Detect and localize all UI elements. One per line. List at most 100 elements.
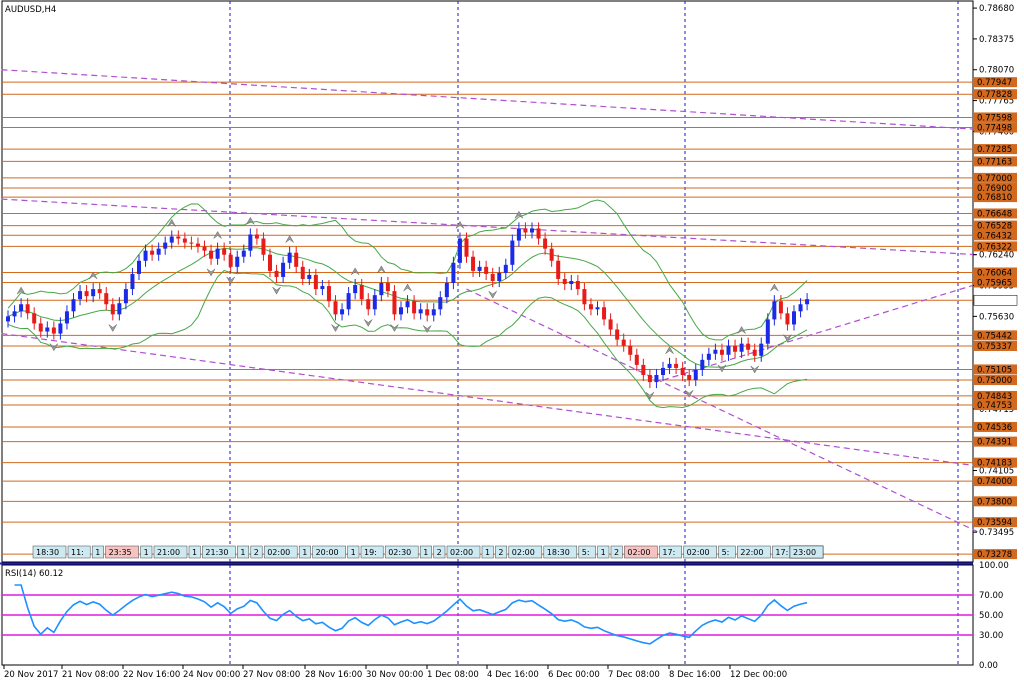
candle-body xyxy=(634,354,639,365)
trend-lines xyxy=(1,69,978,533)
time-tag xyxy=(237,545,250,559)
candle-body xyxy=(45,327,50,332)
candle-body xyxy=(549,248,554,261)
time-tick-label: 24 Nov 00:00 xyxy=(183,670,240,680)
level-price-label: 0.76648 xyxy=(977,209,1012,219)
candle-body xyxy=(320,286,325,290)
time-tag xyxy=(597,545,610,559)
candle-body xyxy=(608,319,613,330)
candle-body xyxy=(222,248,227,255)
level-price-label: 0.77828 xyxy=(977,90,1012,100)
fractal-up-icon xyxy=(665,346,674,354)
level-price-label: 0.75105 xyxy=(977,365,1012,375)
level-price-label: 0.76528 xyxy=(977,222,1012,232)
candle-body xyxy=(326,286,331,302)
candle-body xyxy=(425,309,430,316)
candle-body xyxy=(163,242,168,249)
level-price-label: 0.77163 xyxy=(977,157,1012,167)
time-tag-label: 23:00 xyxy=(793,548,816,557)
candle-body xyxy=(137,260,141,274)
price-tick-label: 0.77765 xyxy=(979,97,1014,107)
level-price-box xyxy=(974,77,1017,88)
candle-body xyxy=(772,301,777,320)
time-tag xyxy=(263,545,298,559)
level-price-box xyxy=(974,144,1017,155)
candle-body xyxy=(765,319,770,344)
candle-body xyxy=(569,280,574,285)
candle-body xyxy=(313,274,318,290)
main-frame xyxy=(1,0,974,563)
candle-body xyxy=(536,228,541,239)
candle-body xyxy=(195,243,200,247)
level-price-label: 0.76432 xyxy=(977,231,1012,241)
candle-body xyxy=(359,285,364,300)
candle-body xyxy=(182,238,187,243)
candle-body xyxy=(104,293,109,305)
time-tag-label: 17: xyxy=(775,548,788,557)
candle-body xyxy=(84,291,89,297)
rsi-tick-label: 50.00 xyxy=(979,611,1003,621)
level-price-label: 0.77498 xyxy=(977,124,1012,134)
candle-body xyxy=(176,236,181,239)
fractal-down-icon xyxy=(750,365,759,374)
time-tag xyxy=(683,545,717,559)
time-tag xyxy=(495,545,508,559)
trend-line xyxy=(662,283,978,381)
time-tag-label: 1 xyxy=(192,548,197,557)
time-tag-label: 21:00 xyxy=(157,548,180,557)
time-tick-label: 1 Dec 08:00 xyxy=(427,670,479,680)
time-tag xyxy=(32,545,67,559)
fractal-down-icon xyxy=(488,290,497,299)
level-price-label: 0.75965 xyxy=(977,279,1012,289)
fractal-up-icon xyxy=(455,220,465,229)
fractal-up-icon xyxy=(246,216,255,225)
rsi-panel: 100.00 70.00 50.00 30.00 0.00 xyxy=(1,561,1009,671)
candle-body xyxy=(778,301,783,314)
candle-body xyxy=(307,274,312,279)
level-price-label: 0.74183 xyxy=(977,459,1012,469)
time-tag xyxy=(508,545,543,559)
level-price-box xyxy=(974,156,1017,167)
level-price-box xyxy=(974,364,1017,375)
level-price-box xyxy=(974,549,1017,560)
fractal-down-icon xyxy=(206,268,216,277)
candle-body xyxy=(785,313,790,325)
level-price-box xyxy=(974,122,1017,133)
candle-body xyxy=(274,270,279,277)
fractal-up-icon xyxy=(350,267,360,276)
fractal-up-icon xyxy=(213,230,222,239)
candle-body xyxy=(169,236,174,243)
level-price-box xyxy=(974,220,1017,231)
time-tag xyxy=(624,545,658,559)
time-tag-label: 1 xyxy=(351,548,356,557)
level-price-label: 0.75337 xyxy=(977,342,1012,352)
candle-body xyxy=(641,364,646,375)
level-price-label: 0.74843 xyxy=(977,392,1012,402)
candle-body xyxy=(130,273,135,290)
candle-body xyxy=(680,367,685,375)
candle-body xyxy=(399,307,403,315)
time-tag-label: 18:30 xyxy=(36,548,59,557)
candle-body xyxy=(523,228,528,233)
fractal-up-icon xyxy=(16,286,26,295)
price-axis: 0.786800.783750.780700.777650.774600.762… xyxy=(973,4,1018,560)
candle-body xyxy=(759,343,764,356)
candle-body xyxy=(366,299,371,310)
candle-body xyxy=(300,266,305,279)
candle-body xyxy=(418,309,423,314)
level-price-label: 0.73594 xyxy=(977,518,1012,528)
time-tag xyxy=(298,545,311,559)
level-price-label: 0.74391 xyxy=(977,438,1012,448)
level-price-box xyxy=(974,375,1017,386)
level-price-box xyxy=(974,476,1017,487)
candle-body xyxy=(602,307,607,320)
candle-body xyxy=(405,301,410,308)
rsi-tick-label: 100.00 xyxy=(979,561,1009,571)
level-price-label: 0.76064 xyxy=(977,269,1012,279)
rsi-tick-label: 70.00 xyxy=(979,591,1003,601)
candle-body xyxy=(58,323,63,334)
candle-body xyxy=(268,254,272,271)
rsi-tick-label: 30.00 xyxy=(979,631,1003,641)
candle-body xyxy=(667,363,672,368)
level-price-label: 0.76322 xyxy=(977,242,1012,252)
